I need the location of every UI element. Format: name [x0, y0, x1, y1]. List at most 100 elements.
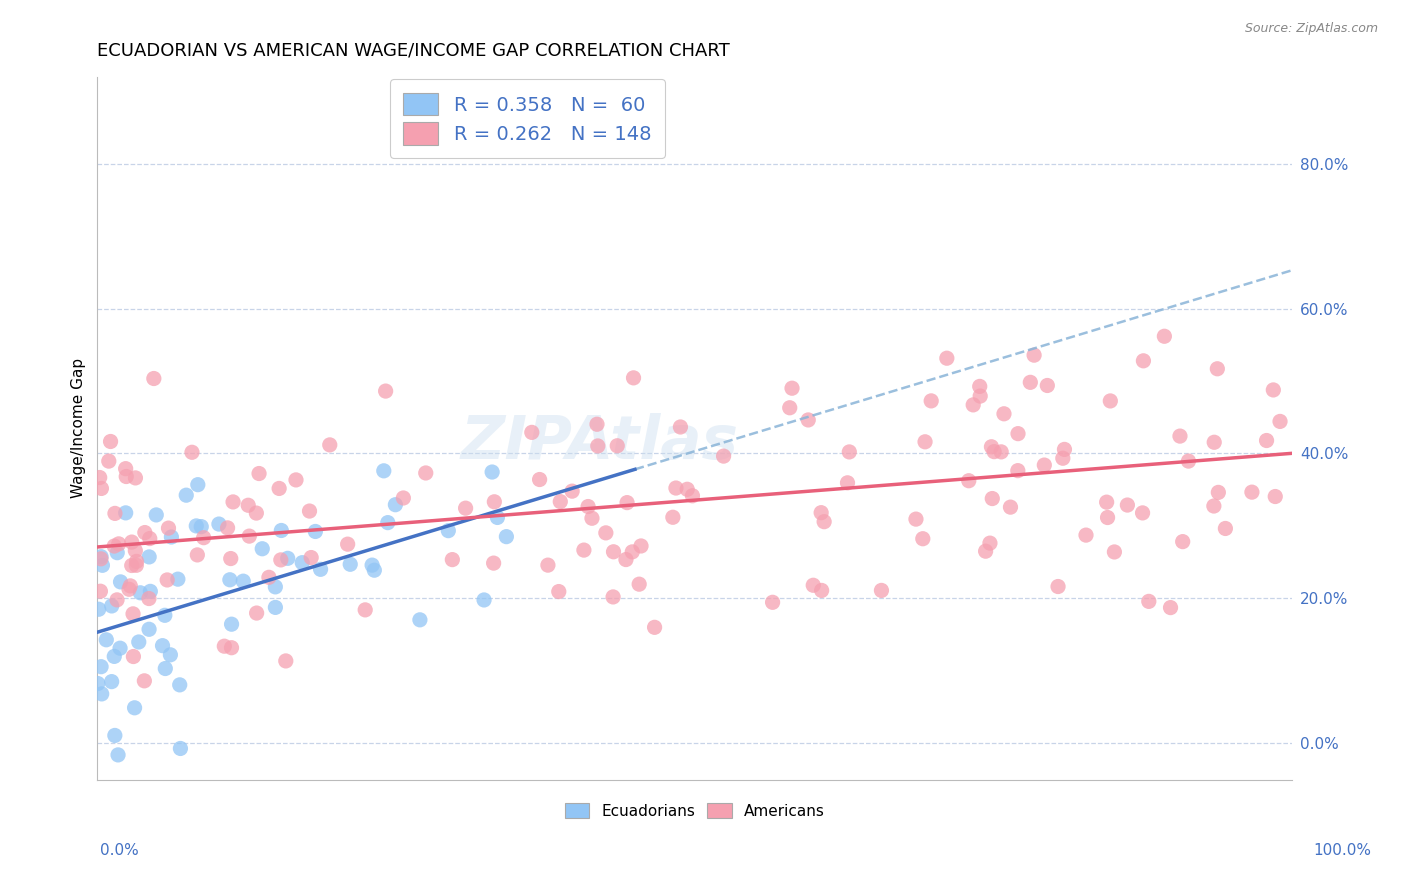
Point: [472, 593, 495, 607]
Point: [628, 577, 651, 591]
Point: [957, 474, 980, 488]
Text: ZIPAtlas: ZIPAtlas: [460, 413, 738, 472]
Point: [780, 381, 803, 395]
Point: [90, 551, 112, 566]
Point: [586, 439, 609, 453]
Point: [174, 488, 197, 502]
Point: [108, 641, 131, 656]
Point: [138, 622, 160, 636]
Point: [813, 515, 835, 529]
Point: [870, 583, 893, 598]
Point: [676, 483, 699, 497]
Point: [120, 579, 142, 593]
Point: [911, 532, 934, 546]
Point: [1047, 580, 1070, 594]
Point: [644, 620, 666, 634]
Point: [187, 477, 209, 491]
Point: [97, 454, 120, 468]
Point: [1160, 600, 1182, 615]
Point: [219, 551, 242, 566]
Point: [1153, 329, 1175, 343]
Point: [193, 531, 215, 545]
Point: [122, 607, 145, 621]
Point: [124, 543, 146, 558]
Point: [190, 519, 212, 533]
Point: [1204, 435, 1226, 450]
Point: [779, 401, 801, 415]
Point: [713, 449, 735, 463]
Point: [810, 583, 832, 598]
Point: [160, 530, 183, 544]
Point: [482, 556, 505, 570]
Point: [90, 659, 112, 673]
Point: [1000, 500, 1022, 515]
Point: [139, 532, 162, 546]
Point: [1097, 510, 1119, 524]
Point: [484, 495, 506, 509]
Point: [264, 580, 287, 594]
Point: [990, 445, 1012, 459]
Point: [797, 413, 820, 427]
Point: [125, 554, 148, 568]
Point: [481, 465, 503, 479]
Point: [495, 530, 517, 544]
Point: [561, 484, 583, 499]
Point: [221, 640, 243, 655]
Point: [238, 529, 260, 543]
Point: [138, 549, 160, 564]
Point: [1104, 545, 1126, 559]
Point: [1019, 376, 1042, 390]
Point: [217, 521, 239, 535]
Point: [969, 389, 991, 403]
Point: [1007, 426, 1029, 441]
Point: [920, 393, 942, 408]
Point: [486, 510, 509, 524]
Point: [761, 595, 783, 609]
Point: [291, 556, 314, 570]
Point: [298, 504, 321, 518]
Point: [682, 489, 704, 503]
Point: [134, 673, 156, 688]
Point: [602, 545, 624, 559]
Point: [252, 541, 274, 556]
Point: [1053, 442, 1076, 457]
Point: [373, 464, 395, 478]
Point: [115, 469, 138, 483]
Point: [186, 519, 208, 533]
Point: [441, 552, 464, 566]
Point: [264, 600, 287, 615]
Point: [1215, 521, 1237, 535]
Point: [392, 491, 415, 505]
Point: [354, 603, 377, 617]
Point: [621, 545, 644, 559]
Point: [1177, 454, 1199, 468]
Point: [1168, 429, 1191, 443]
Point: [595, 525, 617, 540]
Point: [662, 510, 685, 524]
Point: [1132, 506, 1154, 520]
Point: [122, 649, 145, 664]
Point: [247, 467, 270, 481]
Point: [89, 470, 111, 484]
Point: [100, 599, 122, 613]
Point: [90, 687, 112, 701]
Point: [89, 584, 111, 599]
Point: [100, 674, 122, 689]
Point: [1206, 361, 1229, 376]
Point: [969, 379, 991, 393]
Point: [904, 512, 927, 526]
Point: [962, 398, 984, 412]
Text: ECUADORIAN VS AMERICAN WAGE/INCOME GAP CORRELATION CHART: ECUADORIAN VS AMERICAN WAGE/INCOME GAP C…: [97, 42, 730, 60]
Point: [810, 506, 832, 520]
Point: [339, 558, 361, 572]
Point: [87, 676, 110, 690]
Point: [606, 439, 628, 453]
Point: [1033, 458, 1056, 472]
Point: [110, 574, 132, 589]
Point: [114, 506, 136, 520]
Point: [665, 481, 688, 495]
Point: [1052, 451, 1074, 466]
Point: [914, 434, 936, 449]
Point: [186, 548, 208, 562]
Point: [138, 591, 160, 606]
